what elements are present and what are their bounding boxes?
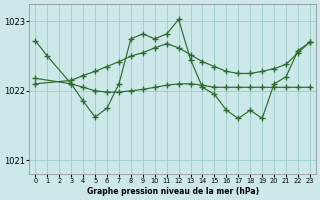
X-axis label: Graphe pression niveau de la mer (hPa): Graphe pression niveau de la mer (hPa) <box>87 187 259 196</box>
